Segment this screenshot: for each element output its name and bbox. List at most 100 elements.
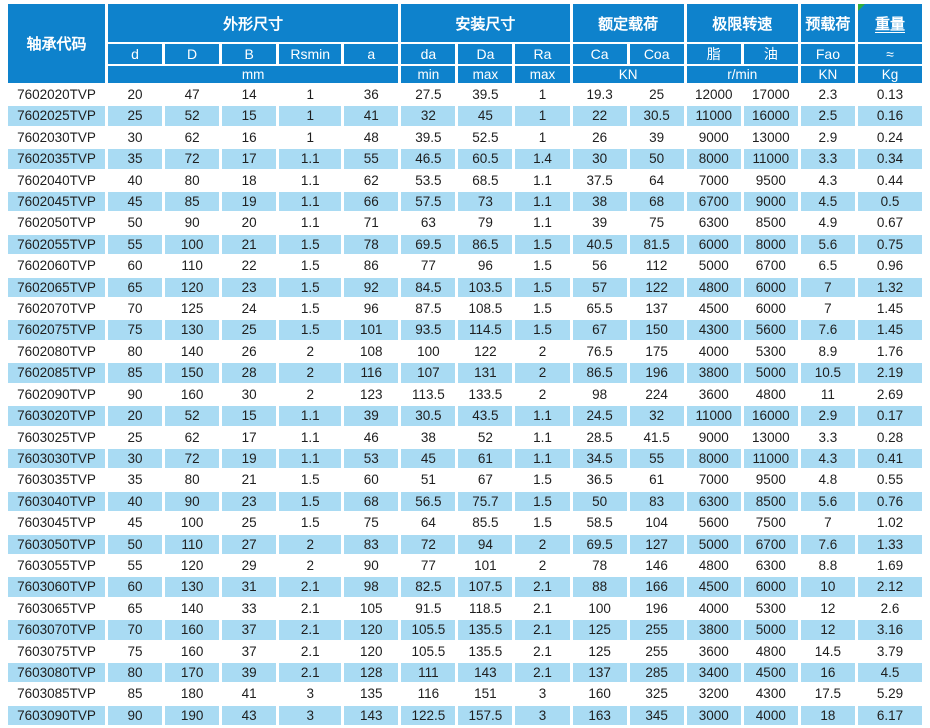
- value-cell: 180: [165, 684, 220, 704]
- value-cell: 1.1: [515, 192, 570, 212]
- value-cell: 25: [222, 513, 277, 533]
- value-cell: 62: [165, 127, 220, 148]
- value-cell: 24: [222, 299, 277, 319]
- value-cell: 78: [572, 555, 627, 576]
- value-cell: 1.5: [515, 320, 570, 340]
- value-cell: 45: [401, 448, 456, 469]
- value-cell: 143: [344, 705, 399, 726]
- value-cell: 125: [572, 641, 627, 661]
- value-cell: 255: [629, 641, 684, 661]
- value-cell: 2: [279, 534, 342, 554]
- value-cell: 2.9: [800, 406, 855, 426]
- value-cell: 6000: [743, 299, 798, 319]
- bearing-code-cell: 7603020TVP: [8, 406, 105, 426]
- value-cell: 20: [108, 406, 163, 426]
- value-cell: 100: [401, 341, 456, 362]
- value-cell: 38: [572, 192, 627, 212]
- value-cell: 2.69: [858, 384, 922, 405]
- value-cell: 0.17: [858, 406, 922, 426]
- value-cell: 0.67: [858, 213, 922, 233]
- value-cell: 120: [165, 277, 220, 298]
- table-row: 7603050TVP 50 110 27 2 83 72 94 2 69.5 127 5000 6700…: [8, 534, 922, 554]
- value-cell: 1.5: [515, 256, 570, 276]
- value-cell: 85: [108, 684, 163, 704]
- value-cell: 224: [629, 384, 684, 405]
- table-row: 7602025TVP 25 52 15 1 41 32 45 1 22 30.5 11000 16000…: [8, 106, 922, 126]
- value-cell: 5.29: [858, 684, 922, 704]
- value-cell: 29: [222, 555, 277, 576]
- value-cell: 13000: [743, 127, 798, 148]
- value-cell: 36.5: [572, 470, 627, 490]
- col-header-Fao: Fao: [800, 44, 855, 64]
- value-cell: 5000: [743, 363, 798, 383]
- value-cell: 81.5: [629, 234, 684, 255]
- value-cell: 43: [222, 705, 277, 726]
- value-cell: 32: [401, 106, 456, 126]
- value-cell: 1.5: [515, 470, 570, 490]
- value-cell: 4800: [686, 277, 741, 298]
- value-cell: 3: [515, 705, 570, 726]
- value-cell: 1.5: [279, 320, 342, 340]
- value-cell: 2: [279, 555, 342, 576]
- value-cell: 17000: [743, 85, 798, 105]
- value-cell: 67: [572, 320, 627, 340]
- header-unit-row: mm min max max KN r/min KN Kg: [8, 66, 922, 83]
- value-cell: 61: [458, 448, 513, 469]
- table-row: 7603040TVP 40 90 23 1.5 68 56.5 75.7 1.5 50 83 6300…: [8, 491, 922, 512]
- value-cell: 123: [344, 384, 399, 405]
- value-cell: 3000: [686, 705, 741, 726]
- value-cell: 6700: [686, 192, 741, 212]
- bearing-code-cell: 7603055TVP: [8, 555, 105, 576]
- value-cell: 5000: [686, 534, 741, 554]
- value-cell: 36: [344, 85, 399, 105]
- value-cell: 2.1: [279, 662, 342, 683]
- value-cell: 4.3: [800, 170, 855, 191]
- unit-preload-kn: KN: [800, 66, 855, 83]
- value-cell: 28.5: [572, 427, 627, 447]
- value-cell: 101: [344, 320, 399, 340]
- value-cell: 53.5: [401, 170, 456, 191]
- value-cell: 52.5: [458, 127, 513, 148]
- value-cell: 92: [344, 277, 399, 298]
- value-cell: 88: [572, 577, 627, 597]
- value-cell: 14: [222, 85, 277, 105]
- value-cell: 50: [108, 534, 163, 554]
- value-cell: 1.45: [858, 320, 922, 340]
- table-row: 7602070TVP 70 125 24 1.5 96 87.5 108.5 1.5 65.5 13…: [8, 299, 922, 319]
- value-cell: 9500: [743, 170, 798, 191]
- value-cell: 37.5: [572, 170, 627, 191]
- value-cell: 9500: [743, 470, 798, 490]
- value-cell: 39: [222, 662, 277, 683]
- group-header-preload: 预载荷: [800, 4, 855, 42]
- value-cell: 68.5: [458, 170, 513, 191]
- col-header-B: B: [222, 44, 277, 64]
- value-cell: 110: [165, 534, 220, 554]
- value-cell: 56.5: [401, 491, 456, 512]
- value-cell: 1.1: [515, 427, 570, 447]
- bearing-code-cell: 7603075TVP: [8, 641, 105, 661]
- value-cell: 60: [108, 577, 163, 597]
- value-cell: 50: [108, 213, 163, 233]
- table-row: 7603085TVP 85 180 41 3 135 116 151 3 160 325 3200 43…: [8, 684, 922, 704]
- table-row: 7603045TVP 45 100 25 1.5 75 64 85.5 1.5 58.5 104 56…: [8, 513, 922, 533]
- value-cell: 4.5: [858, 662, 922, 683]
- value-cell: 85: [165, 192, 220, 212]
- value-cell: 16: [222, 127, 277, 148]
- value-cell: 175: [629, 341, 684, 362]
- value-cell: 114.5: [458, 320, 513, 340]
- value-cell: 30: [108, 448, 163, 469]
- value-cell: 163: [572, 705, 627, 726]
- value-cell: 8500: [743, 213, 798, 233]
- value-cell: 5600: [686, 513, 741, 533]
- value-cell: 61: [629, 470, 684, 490]
- value-cell: 91.5: [401, 598, 456, 619]
- value-cell: 125: [165, 299, 220, 319]
- value-cell: 65: [108, 598, 163, 619]
- value-cell: 68: [344, 491, 399, 512]
- value-cell: 70: [108, 299, 163, 319]
- value-cell: 2.5: [800, 106, 855, 126]
- value-cell: 104: [629, 513, 684, 533]
- table-row: 7602085TVP 85 150 28 2 116 107 131 2 86.5 196 3800 5…: [8, 363, 922, 383]
- table-row: 7603055TVP 55 120 29 2 90 77 101 2 78 146 4800 6300 8…: [8, 555, 922, 576]
- value-cell: 3.3: [800, 149, 855, 169]
